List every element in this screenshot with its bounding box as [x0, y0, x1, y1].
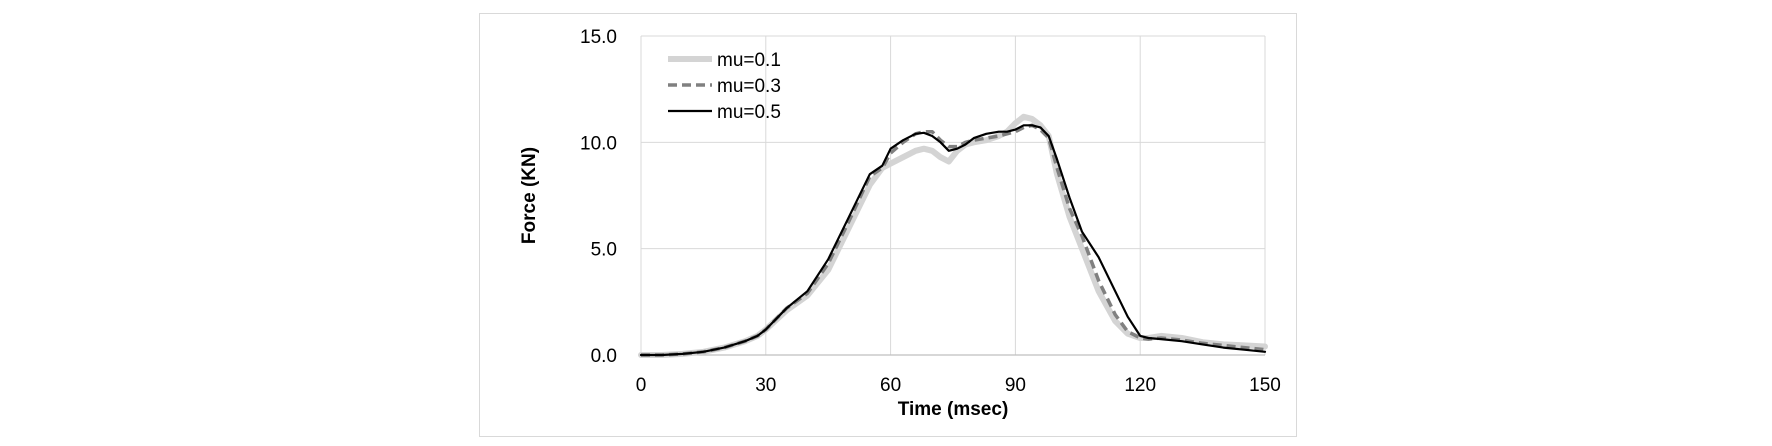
legend-label-1: mu=0.1: [717, 50, 781, 71]
y-tick-label: 15.0: [580, 27, 617, 48]
y-tick-label: 10.0: [580, 133, 617, 154]
legend-label-3: mu=0.5: [717, 102, 781, 123]
x-tick-label: 150: [1249, 375, 1281, 396]
legend-label-2: mu=0.3: [717, 76, 781, 97]
y-tick-label: 5.0: [591, 240, 617, 261]
chart-frame: 0.0 5.0 10.0 15.0 0 30 60 90 120 150 Time (msec) …: [479, 13, 1297, 437]
force-time-chart: 0.05.010.015.00 30 60 90 120 150 Time (msec) …: [519, 27, 1281, 420]
series-lines: [638, 113, 1268, 358]
gridlines: [640, 35, 1266, 356]
x-tick-label: 120: [1124, 375, 1156, 396]
x-axis-title: Time (msec): [898, 399, 1009, 420]
tick-labels: 0.0 5.0 10.0 15.0 0 30 60 90 120 150: [580, 27, 1281, 396]
y-axis-title: Force (KN): [519, 147, 540, 244]
x-tick-label: 90: [1005, 375, 1026, 396]
y-tick-label: 0.0: [591, 346, 617, 367]
x-tick-label: 0: [636, 375, 647, 396]
legend: mu=0.1 mu=0.3 mu=0.5: [668, 50, 781, 123]
x-tick-label: 60: [880, 375, 901, 396]
series-line-1: [638, 113, 1268, 358]
x-tick-label: 30: [755, 375, 776, 396]
series-line-3: [639, 124, 1267, 357]
